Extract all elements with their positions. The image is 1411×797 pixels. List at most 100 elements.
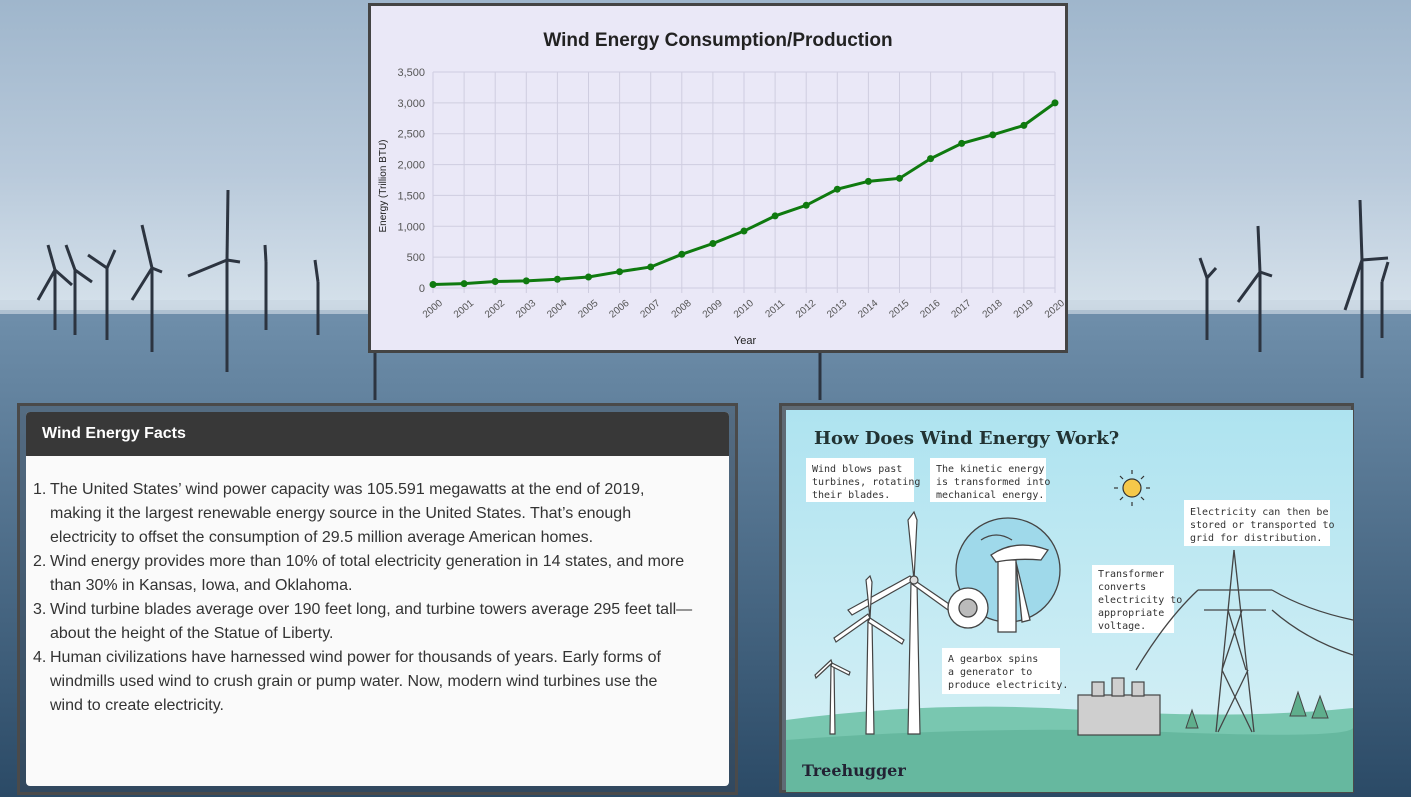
y-tick-label: 1,500 — [397, 190, 425, 202]
data-point — [429, 280, 437, 288]
y-tick-label: 2,500 — [397, 129, 425, 141]
x-tick-label: 2012 — [794, 298, 818, 321]
fact-text-line: The United States’ wind power capacity w… — [50, 481, 645, 498]
data-point — [958, 139, 966, 147]
y-tick-label: 2,000 — [397, 160, 425, 172]
chart-panel: Wind Energy Consumption/Production 0 500 1… — [368, 3, 1068, 353]
infographic-title: How Does Wind Energy Work? — [814, 428, 1119, 449]
x-tick-label: 2006 — [607, 298, 631, 321]
nacelle-detail-icon — [947, 517, 1061, 633]
fact-number: 3. — [33, 601, 47, 618]
svg-text:converts: converts — [1098, 582, 1146, 593]
x-tick-label: 2018 — [981, 298, 1005, 321]
y-tick-label: 500 — [407, 252, 425, 264]
fact-text-line: Human civilizations have harnessed wind … — [50, 649, 661, 666]
x-tick-label: 2014 — [856, 298, 880, 321]
data-point — [647, 263, 655, 271]
x-tick-label: 2020 — [1043, 298, 1065, 321]
x-tick-label: 2016 — [918, 298, 942, 321]
callout-gearbox: A gearbox spins a generator to produce e… — [942, 648, 1068, 694]
callout-wind-blows: Wind blows past turbines, rotating their… — [806, 458, 920, 502]
fact-text-line: Wind energy provides more than 10% of to… — [50, 553, 685, 570]
sun-icon — [1114, 470, 1150, 506]
treehugger-logo: Treehugger — [802, 761, 906, 780]
data-point — [896, 174, 903, 182]
svg-text:A gearbox spins: A gearbox spins — [948, 654, 1038, 665]
x-tick-label: 2004 — [545, 298, 569, 321]
x-axis-label: Year — [734, 335, 757, 347]
wind-turbine-icon — [814, 510, 953, 735]
x-tick-label: 2008 — [670, 298, 694, 321]
data-point — [616, 268, 624, 276]
data-point — [491, 278, 499, 286]
transmission-tower-icon — [1135, 549, 1353, 733]
svg-text:turbines, rotating: turbines, rotating — [812, 477, 920, 488]
x-tick-label: 2000 — [421, 298, 445, 321]
svg-text:a generator to: a generator to — [948, 667, 1032, 678]
y-tick-label: 3,000 — [397, 98, 425, 110]
data-point — [553, 275, 561, 283]
svg-text:produce electricity.: produce electricity. — [948, 680, 1068, 691]
data-point — [585, 273, 592, 281]
svg-text:voltage.: voltage. — [1098, 621, 1146, 632]
data-point — [927, 155, 935, 163]
fact-item: 4. Human civilizations have harnessed win… — [33, 646, 705, 718]
x-tick-label: 2005 — [576, 298, 600, 321]
callout-transformer: Transformer converts electricity to appr… — [1092, 565, 1182, 633]
fact-text-line: electricity to offset the consumption of… — [50, 529, 594, 546]
y-tick-label: 1,000 — [397, 221, 425, 233]
y-axis-label: Energy (Trillion BTU) — [378, 140, 389, 233]
x-tick-label: 2003 — [514, 298, 538, 321]
y-tick-label: 0 — [419, 283, 425, 295]
x-tick-label: 2013 — [825, 298, 849, 321]
facts-card: Wind Energy Facts 1. The United States’ w… — [26, 412, 729, 786]
fact-text-line: wind to create electricity. — [50, 697, 224, 714]
data-point — [1020, 121, 1028, 129]
svg-text:grid for distribution.: grid for distribution. — [1190, 533, 1322, 544]
chart-title: Wind Energy Consumption/Production — [543, 30, 892, 51]
facts-title: Wind Energy Facts — [26, 412, 729, 456]
fact-item: 1. The United States’ wind power capacity… — [33, 478, 705, 550]
svg-text:their blades.: their blades. — [812, 490, 890, 501]
x-tick-label: 2015 — [887, 298, 911, 321]
wind-energy-infographic: How Does Wind Energy Work? Wind blows pa… — [786, 410, 1353, 792]
data-point — [989, 131, 997, 139]
fact-text-line: about the height of the Statue of Libert… — [50, 625, 334, 642]
callout-electricity-stored: Electricity can then be stored or transp… — [1184, 500, 1335, 546]
fact-item: 3. Wind turbine blades average over 190 f… — [33, 598, 705, 646]
transformer-building-icon — [1077, 677, 1161, 736]
svg-text:Electricity can then be: Electricity can then be — [1190, 507, 1328, 518]
facts-list: 1. The United States’ wind power capacity… — [26, 478, 729, 718]
fact-item: 2. Wind energy provides more than 10% of … — [33, 550, 705, 598]
data-point — [833, 185, 841, 193]
fact-text-line: than 30% in Kansas, Iowa, and Oklahoma. — [50, 577, 353, 594]
fact-text-line: windmills used wind to crush grain or pu… — [50, 673, 658, 690]
fact-number: 2. — [33, 553, 47, 570]
data-point — [1051, 99, 1059, 107]
x-tick-label: 2011 — [763, 298, 787, 321]
svg-text:Transformer: Transformer — [1098, 569, 1164, 580]
svg-text:mechanical energy.: mechanical energy. — [936, 490, 1044, 501]
fact-text-line: Wind turbine blades average over 190 fee… — [50, 601, 693, 618]
y-tick-label: 3,500 — [397, 67, 425, 79]
data-point — [678, 250, 686, 258]
x-tick-label: 2019 — [1012, 298, 1036, 321]
x-tick-label: 2001 — [452, 298, 476, 321]
x-tick-label: 2017 — [950, 298, 974, 321]
data-point — [740, 227, 748, 235]
x-tick-label: 2007 — [639, 298, 663, 321]
data-point — [709, 240, 717, 248]
svg-text:electricity to: electricity to — [1098, 595, 1182, 606]
facts-panel: Wind Energy Facts 1. The United States’ w… — [17, 403, 738, 795]
trees-icon — [1185, 690, 1329, 729]
x-tick-label: 2010 — [732, 298, 756, 321]
svg-text:is transformed into: is transformed into — [936, 477, 1050, 488]
fact-number: 4. — [33, 649, 47, 666]
data-point — [802, 201, 810, 209]
svg-text:Wind blows past: Wind blows past — [812, 464, 902, 475]
data-point — [522, 277, 530, 285]
data-point — [460, 280, 468, 288]
x-tick-label: 2002 — [483, 298, 507, 321]
data-point — [771, 212, 779, 220]
data-point — [864, 177, 872, 185]
